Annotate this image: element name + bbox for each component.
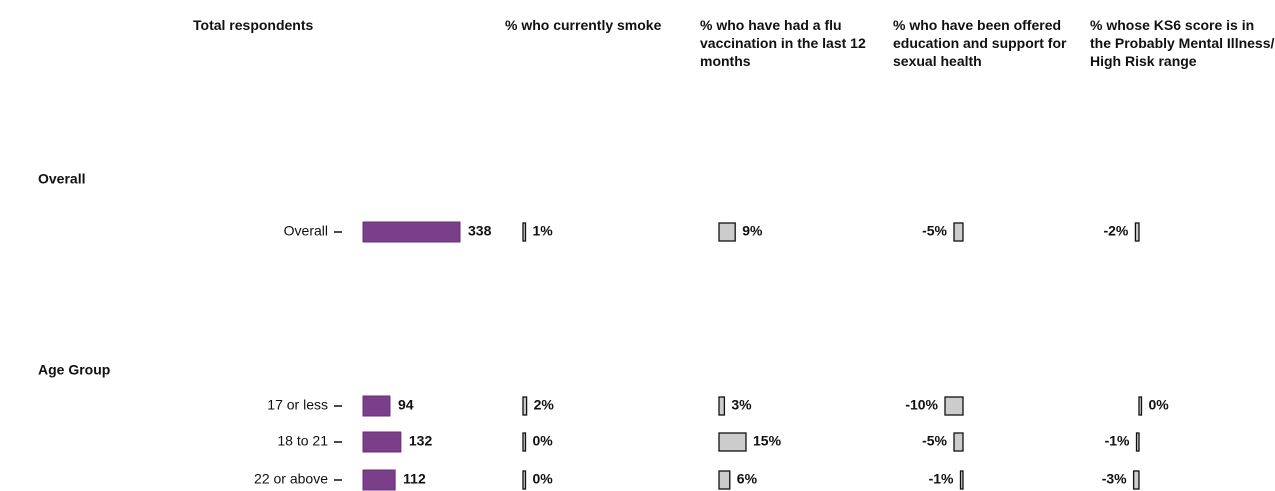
panel-title: % who currently smoke [505, 17, 662, 33]
bar [522, 470, 527, 490]
bar [953, 222, 964, 242]
value-label: 2% [534, 397, 555, 413]
value-label: 94 [398, 397, 414, 413]
bar [522, 222, 527, 242]
value-label: 6% [737, 471, 758, 487]
panel-title: Total respondents [193, 17, 314, 33]
bar [1134, 222, 1140, 242]
bar [953, 432, 964, 452]
panel-title: % whose KS6 score is in the Probably Men… [1090, 17, 1275, 69]
bar [362, 395, 391, 417]
value-label: 3% [731, 397, 752, 413]
value-label: -3% [1102, 471, 1127, 487]
group-label: Age Group [38, 362, 110, 378]
value-label: 132 [409, 433, 433, 449]
bar [1132, 470, 1140, 490]
bar [362, 221, 461, 243]
value-label: 338 [468, 223, 492, 239]
category-label: 18 to 21 [277, 433, 328, 449]
bar [1138, 396, 1143, 416]
bar [718, 432, 747, 452]
value-label: -5% [922, 433, 947, 449]
group-label: Overall [38, 171, 85, 187]
panel-title: % who have been offered education and su… [893, 17, 1067, 69]
bar [718, 470, 731, 490]
value-label: -2% [1103, 223, 1128, 239]
category-label: 22 or above [254, 471, 328, 487]
value-label: -1% [1105, 433, 1130, 449]
value-label: 112 [403, 471, 426, 487]
value-label: 1% [533, 223, 554, 239]
value-label: -10% [905, 397, 938, 413]
bar [959, 470, 964, 490]
value-label: 0% [533, 433, 554, 449]
bar [522, 396, 528, 416]
category-label: Overall [284, 223, 328, 239]
bar [718, 396, 726, 416]
bar [362, 431, 402, 453]
bar [362, 469, 396, 491]
category-label: 17 or less [267, 397, 328, 413]
value-label: 15% [753, 433, 782, 449]
value-label: -1% [929, 471, 954, 487]
bar [522, 432, 527, 452]
value-label: 9% [742, 223, 763, 239]
value-label: 0% [533, 471, 554, 487]
value-label: 0% [1149, 397, 1170, 413]
value-label: -5% [922, 223, 947, 239]
panel-title: % who have had a flu vaccination in the … [700, 17, 866, 69]
bar [1135, 432, 1140, 452]
bar [718, 222, 736, 242]
bar [944, 396, 964, 416]
